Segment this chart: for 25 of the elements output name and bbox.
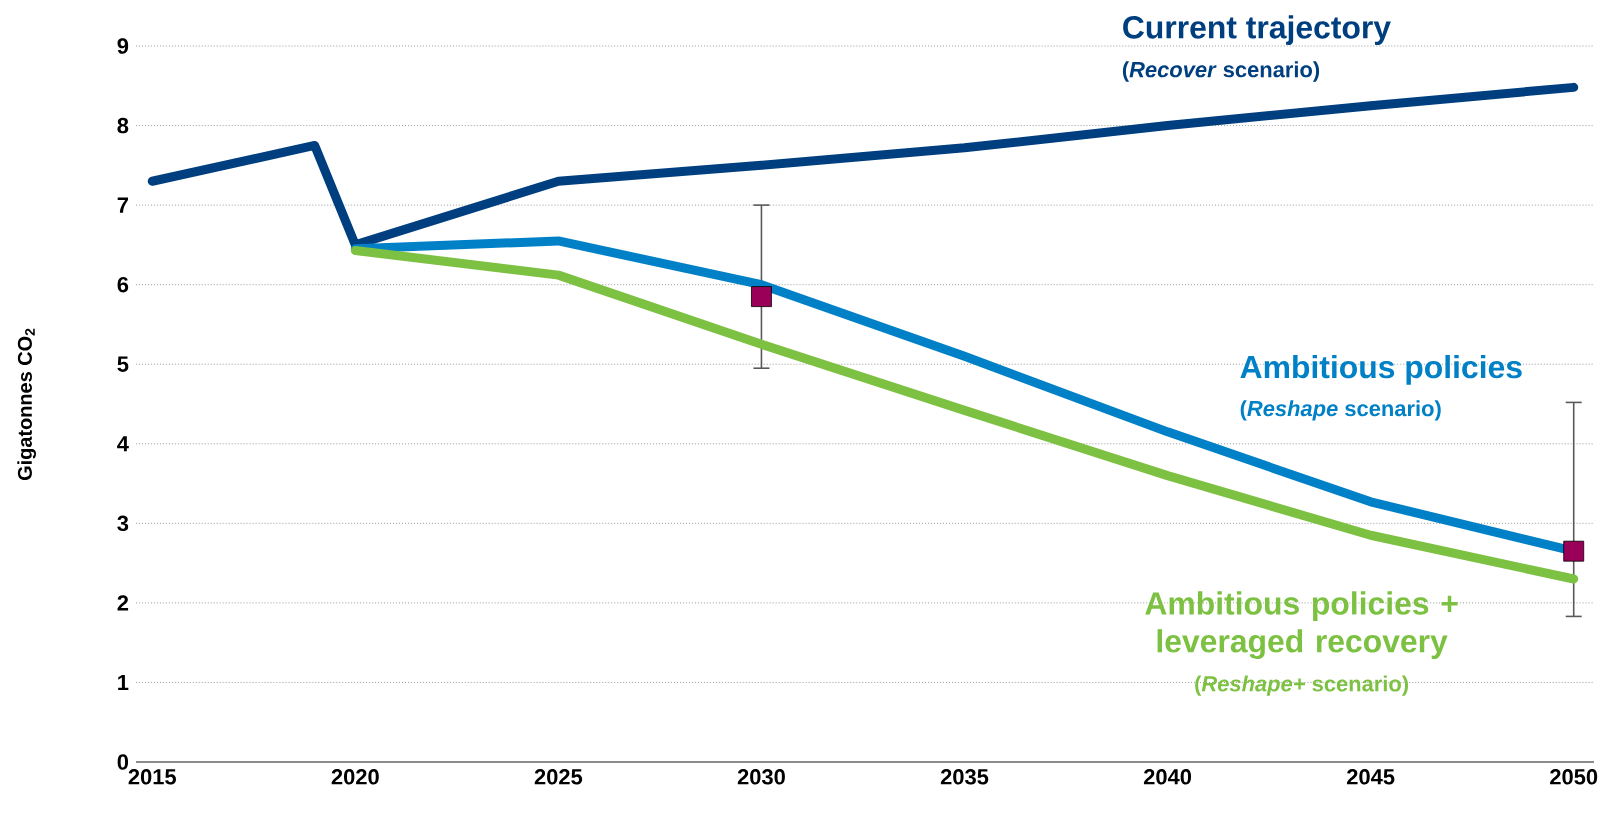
y-tick-label: 6: [117, 276, 129, 293]
x-tick-label: 2050: [1550, 769, 1598, 785]
annotation: (Reshape+ scenario): [1195, 675, 1409, 696]
annotation: (Recover scenario): [1122, 61, 1320, 82]
y-tick-label: 0: [117, 754, 129, 770]
y-tick-label: 2: [117, 595, 129, 611]
y-tick-label: 3: [117, 515, 129, 532]
y-tick-label: 8: [117, 117, 129, 134]
y-tick-label: 9: [117, 38, 129, 54]
x-tick-label: 2035: [940, 769, 989, 785]
x-tick-label: 2045: [1347, 769, 1395, 785]
text: Ambitious policies: [1240, 354, 1522, 385]
x-tick-label: 2015: [128, 769, 176, 785]
y-tick-label: 7: [117, 197, 128, 213]
x-tick-label: 2040: [1143, 769, 1192, 785]
series-label: Current trajectory: [1123, 15, 1391, 45]
series-label: Ambitious policies + leveraged recovery: [1145, 591, 1458, 660]
x-tick-label: 2020: [331, 769, 379, 785]
annotation: (Reshape scenario): [1240, 400, 1441, 421]
y-axis-title: Gigatonnes CO$_{2}$: [17, 328, 36, 481]
y-tick-label: 5: [117, 356, 129, 372]
y-tick-label: 1: [118, 674, 129, 690]
x-tick-label: 2030: [737, 769, 785, 785]
y-tick-label: 4: [117, 436, 129, 452]
x-tick-label: 2025: [534, 769, 583, 785]
